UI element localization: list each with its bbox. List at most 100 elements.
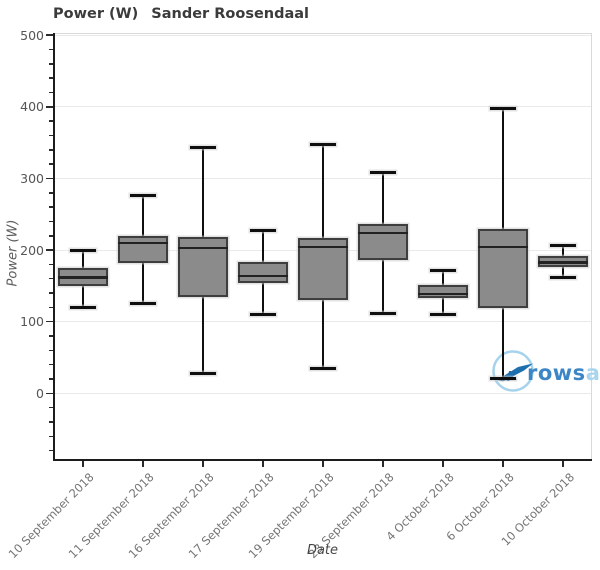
gridline-y-0 (55, 392, 591, 394)
whisker-lower-16-september-2018 (202, 297, 204, 374)
y-tick-major-200 (46, 249, 53, 251)
whisker-cap-high-23-september-2018 (370, 171, 396, 175)
x-tick-10-october-2018 (562, 461, 564, 467)
y-tick-major-500 (46, 34, 53, 36)
whisker-upper-10-october-2018 (562, 245, 564, 256)
y-axis-title: Power (W) (5, 219, 21, 287)
whisker-cap-low-10-september-2018 (70, 305, 96, 309)
y-tick-label-100: 100 (20, 314, 44, 330)
y-tick-minor-340 (49, 149, 53, 151)
median-19-september-2018 (298, 245, 348, 249)
y-tick-major-0 (46, 392, 53, 395)
y-tick-label-0: 0 (36, 385, 44, 401)
whisker-cap-low-11-september-2018 (130, 302, 156, 306)
whisker-upper-17-september-2018 (262, 230, 264, 263)
x-tick-16-september-2018 (202, 461, 204, 467)
y-tick-minor-140 (49, 292, 53, 294)
y-tick-label-400: 400 (20, 99, 44, 115)
x-tick-10-september-2018 (82, 461, 84, 467)
y-tick-minor-460 (49, 63, 53, 65)
y-tick-minor-240 (49, 220, 53, 223)
whisker-lower-10-september-2018 (82, 285, 84, 308)
whisker-cap-high-16-september-2018 (190, 146, 216, 150)
whisker-upper-23-september-2018 (382, 172, 384, 225)
whisker-upper-19-september-2018 (322, 144, 324, 238)
y-tick-major-400 (46, 106, 53, 108)
y-tick-minor--80 (49, 449, 53, 452)
whisker-cap-low-6-october-2018 (490, 376, 516, 380)
whisker-cap-low-10-october-2018 (550, 275, 576, 279)
box-6-october-2018 (478, 228, 528, 309)
median-16-september-2018 (178, 246, 228, 250)
box-11-september-2018 (118, 235, 168, 263)
median-4-october-2018 (418, 292, 468, 296)
median-6-october-2018 (478, 245, 528, 249)
whisker-cap-high-6-october-2018 (490, 106, 516, 110)
median-23-september-2018 (358, 231, 408, 235)
watermark: rowsan (490, 348, 600, 394)
whisker-cap-high-11-september-2018 (130, 194, 156, 198)
whisker-lower-4-october-2018 (442, 298, 444, 315)
plot-border-top (53, 33, 592, 34)
whisker-upper-6-october-2018 (502, 108, 504, 229)
y-axis-line (53, 33, 55, 461)
x-tick-4-october-2018 (442, 461, 444, 467)
x-tick-23-september-2018 (382, 461, 384, 467)
box-23-september-2018 (358, 224, 408, 261)
whisker-upper-16-september-2018 (202, 147, 204, 238)
y-tick-minor-360 (49, 134, 53, 137)
x-axis-line (53, 459, 592, 461)
whisker-lower-19-september-2018 (322, 300, 324, 369)
median-10-september-2018 (58, 276, 108, 279)
y-tick-label-500: 500 (20, 27, 44, 43)
y-tick-minor--60 (49, 435, 53, 438)
chart-title-metric: Power (W) (53, 6, 139, 22)
chart-title-person: Sander Roosendaal (151, 6, 310, 22)
x-tick-11-september-2018 (142, 461, 144, 467)
whisker-cap-low-19-september-2018 (310, 366, 336, 370)
y-tick-minor-280 (49, 192, 53, 194)
whisker-cap-high-10-september-2018 (70, 248, 96, 252)
y-tick-minor-220 (49, 235, 53, 237)
whisker-lower-17-september-2018 (262, 283, 264, 315)
x-tick-19-september-2018 (322, 461, 324, 467)
y-tick-minor-320 (49, 163, 53, 165)
y-tick-minor-20 (49, 378, 53, 380)
y-tick-minor-40 (49, 363, 53, 366)
y-tick-minor-440 (49, 77, 53, 79)
y-tick-minor-180 (49, 263, 53, 266)
y-tick-major-300 (46, 177, 53, 180)
y-tick-minor-480 (49, 48, 53, 51)
whisker-cap-high-17-september-2018 (250, 228, 276, 232)
whisker-cap-high-4-october-2018 (430, 268, 456, 272)
whisker-lower-10-october-2018 (562, 267, 564, 278)
watermark-text-primary: rows (527, 360, 586, 385)
whisker-upper-4-october-2018 (442, 270, 444, 286)
y-tick-label-300: 300 (20, 170, 44, 186)
whisker-lower-23-september-2018 (382, 260, 384, 314)
median-17-september-2018 (238, 274, 288, 278)
y-tick-minor--40 (49, 421, 53, 423)
watermark-text-secondary: an (585, 360, 600, 385)
y-tick-minor-380 (49, 120, 53, 122)
whisker-cap-low-17-september-2018 (250, 313, 276, 317)
x-axis-title: Date (306, 543, 339, 558)
whisker-lower-6-october-2018 (502, 308, 504, 379)
watermark-text: rowsan (527, 361, 600, 385)
y-tick-minor--20 (49, 406, 53, 409)
x-tick-6-october-2018 (502, 461, 504, 467)
whisker-upper-10-september-2018 (82, 250, 84, 268)
whisker-cap-low-16-september-2018 (190, 371, 216, 375)
median-11-september-2018 (118, 241, 168, 245)
whisker-cap-high-10-october-2018 (550, 244, 576, 248)
median-10-october-2018 (538, 261, 588, 264)
chart-title: Power (W) Sander Roosendaal (53, 6, 309, 22)
whisker-upper-11-september-2018 (142, 195, 144, 236)
y-tick-minor-60 (49, 349, 53, 352)
y-tick-minor-120 (49, 306, 53, 309)
y-tick-minor-420 (49, 91, 53, 94)
whisker-cap-high-19-september-2018 (310, 143, 336, 147)
plot-border-right (591, 33, 592, 461)
